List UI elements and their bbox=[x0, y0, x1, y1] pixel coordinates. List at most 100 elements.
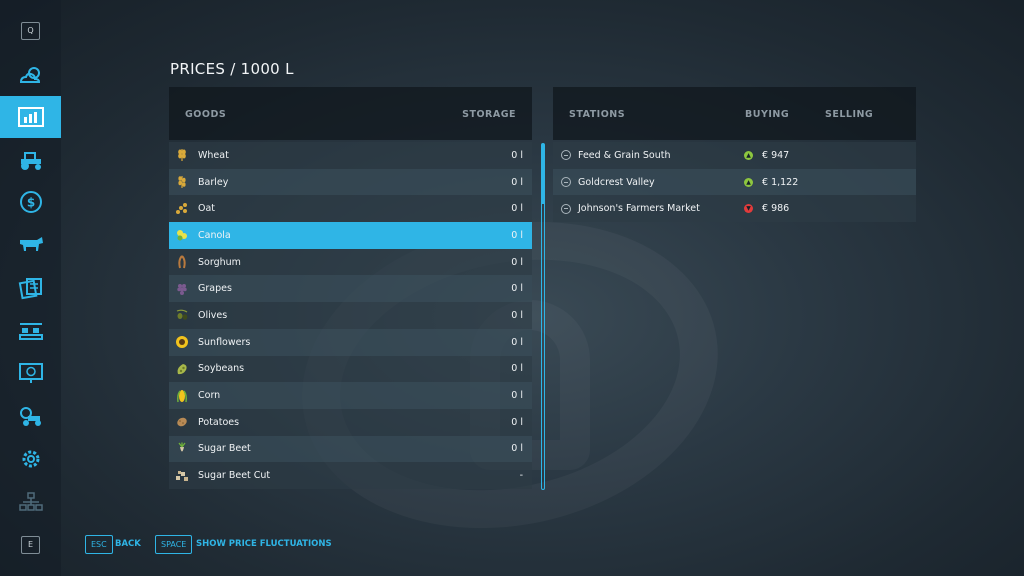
sidebar-item-settings[interactable] bbox=[0, 438, 61, 480]
olives-icon bbox=[175, 308, 189, 322]
trend-down-icon: ▼ bbox=[744, 204, 753, 214]
goods-storage: 0 l bbox=[511, 149, 523, 161]
goods-name: Sunflowers bbox=[198, 336, 251, 348]
dollar-icon: $ bbox=[19, 191, 42, 213]
contracts-icon bbox=[18, 278, 42, 300]
goods-storage: - bbox=[519, 470, 523, 482]
sidebar-item-production[interactable] bbox=[0, 310, 61, 352]
goods-row-sugar-beet-cut[interactable]: Sugar Beet Cut - bbox=[169, 462, 532, 489]
goods-row-sorghum[interactable]: Sorghum 0 l bbox=[169, 248, 532, 276]
storage-column-header: STORAGE bbox=[462, 109, 516, 120]
station-buying-price: € 986 bbox=[762, 203, 790, 215]
stations-header: STATIONS BUYING SELLING bbox=[553, 87, 916, 140]
svg-text:$: $ bbox=[26, 196, 34, 210]
goods-scrollbar-thumb[interactable] bbox=[542, 144, 544, 204]
station-name: Johnson's Farmers Market bbox=[578, 203, 700, 215]
sidebar-item-finances[interactable]: $ bbox=[0, 181, 61, 223]
goods-name: Sorghum bbox=[198, 256, 241, 268]
goods-storage: 0 l bbox=[511, 309, 523, 321]
goods-name: Sugar Beet bbox=[198, 443, 251, 455]
goods-scrollbar[interactable] bbox=[541, 143, 545, 490]
goods-name: Oat bbox=[198, 203, 216, 215]
stations-column-header: STATIONS bbox=[569, 109, 626, 120]
grapes-icon bbox=[175, 282, 189, 296]
station-buying-price: € 947 bbox=[762, 149, 790, 161]
sidebar-item-multiplayer[interactable] bbox=[0, 481, 61, 523]
station-icon bbox=[561, 177, 571, 188]
goods-row-corn[interactable]: Corn 0 l bbox=[169, 382, 532, 409]
sidebar-prev-key[interactable]: Q bbox=[21, 22, 40, 40]
wheat-icon bbox=[175, 148, 189, 162]
goods-row-olives[interactable]: Olives 0 l bbox=[169, 302, 532, 329]
sidebar-item-contracts[interactable] bbox=[0, 267, 61, 309]
sidebar-item-statistics[interactable] bbox=[0, 352, 61, 394]
sidebar-item-weather[interactable] bbox=[0, 54, 61, 96]
page-title: PRICES / 1000 L bbox=[170, 60, 294, 78]
sidebar-next-key[interactable]: E bbox=[21, 536, 40, 554]
station-row[interactable]: Johnson's Farmers Market ▼ € 986 bbox=[553, 195, 916, 223]
goods-name: Sugar Beet Cut bbox=[198, 470, 271, 482]
goods-name: Olives bbox=[198, 309, 228, 321]
goods-storage: 0 l bbox=[511, 443, 523, 455]
space-key[interactable]: SPACE bbox=[155, 535, 193, 554]
goods-column-header: GOODS bbox=[185, 109, 227, 120]
statistics-icon bbox=[18, 363, 43, 383]
goods-name: Corn bbox=[198, 390, 221, 402]
sugar-beet-icon bbox=[175, 442, 189, 456]
station-name: Feed & Grain South bbox=[578, 149, 671, 161]
goods-storage: 0 l bbox=[511, 229, 523, 241]
goods-name: Soybeans bbox=[198, 363, 245, 375]
goods-row-barley[interactable]: Barley 0 l bbox=[169, 168, 532, 196]
sidebar-item-vehicles[interactable] bbox=[0, 139, 61, 181]
goods-storage: 0 l bbox=[511, 416, 523, 428]
goods-row-sugar-beet[interactable]: Sugar Beet 0 l bbox=[169, 435, 532, 463]
goods-storage: 0 l bbox=[511, 203, 523, 215]
sunflower-icon bbox=[175, 335, 189, 349]
price-chart-icon bbox=[17, 107, 44, 127]
sidebar-item-garage[interactable] bbox=[0, 395, 61, 437]
goods-row-oat[interactable]: Oat 0 l bbox=[169, 195, 532, 223]
goods-header: GOODS STORAGE bbox=[169, 87, 532, 140]
goods-row-canola[interactable]: Canola 0 l bbox=[169, 222, 532, 249]
stations-list: Feed & Grain South ▲ € 947 Goldcrest Val… bbox=[553, 142, 916, 223]
network-icon bbox=[18, 492, 43, 511]
goods-name: Canola bbox=[198, 229, 231, 241]
station-row[interactable]: Feed & Grain South ▲ € 947 bbox=[553, 142, 916, 169]
trend-up-icon: ▲ bbox=[744, 150, 753, 160]
goods-list: Wheat 0 l Barley 0 l Oat 0 l Canola 0 l … bbox=[169, 142, 532, 489]
esc-key[interactable]: ESC bbox=[85, 535, 113, 554]
production-icon bbox=[18, 323, 43, 340]
canola-icon bbox=[175, 228, 189, 242]
sidebar: Q $ bbox=[0, 0, 61, 576]
sugar-beet-cut-icon bbox=[175, 469, 189, 483]
gear-icon bbox=[22, 450, 39, 468]
goods-name: Grapes bbox=[198, 283, 232, 295]
barley-icon bbox=[175, 175, 189, 189]
station-row[interactable]: Goldcrest Valley ▲ € 1,122 bbox=[553, 168, 916, 196]
buying-column-header: BUYING bbox=[745, 109, 790, 120]
goods-row-grapes[interactable]: Grapes 0 l bbox=[169, 275, 532, 303]
potato-icon bbox=[175, 415, 189, 429]
goods-name: Wheat bbox=[198, 149, 229, 161]
show-price-fluctuations-button[interactable]: SHOW PRICE FLUCTUATIONS bbox=[196, 539, 332, 549]
oat-icon bbox=[175, 202, 189, 216]
trend-up-icon: ▲ bbox=[744, 177, 753, 187]
goods-row-sunflowers[interactable]: Sunflowers 0 l bbox=[169, 328, 532, 356]
corn-icon bbox=[175, 389, 189, 403]
soybeans-icon bbox=[175, 362, 189, 376]
selling-column-header: SELLING bbox=[825, 109, 874, 120]
goods-storage: 0 l bbox=[511, 176, 523, 188]
goods-row-wheat[interactable]: Wheat 0 l bbox=[169, 142, 532, 169]
goods-name: Potatoes bbox=[198, 416, 240, 428]
goods-row-potatoes[interactable]: Potatoes 0 l bbox=[169, 408, 532, 436]
station-name: Goldcrest Valley bbox=[578, 176, 655, 188]
goods-row-soybeans[interactable]: Soybeans 0 l bbox=[169, 355, 532, 383]
sidebar-item-prices[interactable] bbox=[0, 96, 61, 138]
back-button[interactable]: BACK bbox=[115, 539, 141, 549]
garage-icon bbox=[19, 407, 41, 426]
sidebar-item-animals[interactable] bbox=[0, 224, 61, 266]
goods-name: Barley bbox=[198, 176, 229, 188]
sorghum-icon bbox=[175, 255, 189, 269]
goods-storage: 0 l bbox=[511, 336, 523, 348]
weather-icon bbox=[19, 67, 40, 83]
